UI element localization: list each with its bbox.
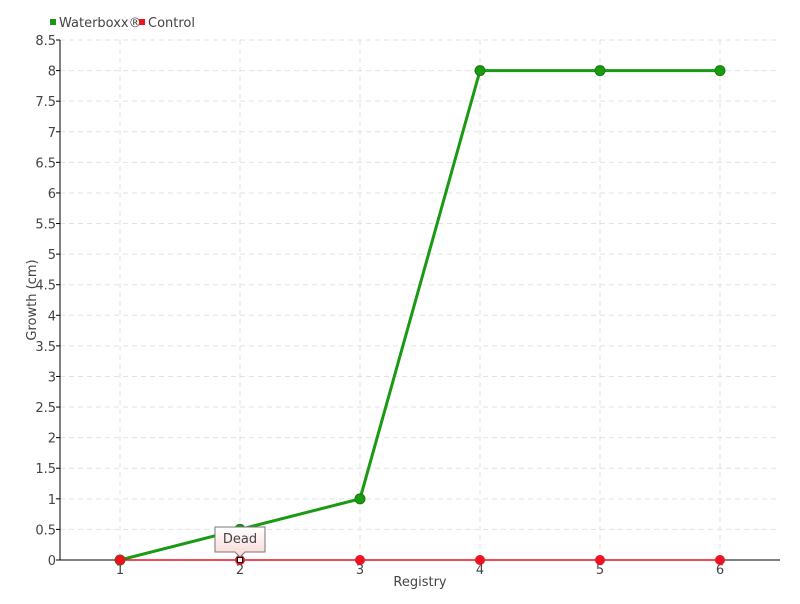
tooltip-anchor-marker (237, 557, 243, 563)
legend-label: Waterboxx® (59, 16, 142, 31)
data-point (115, 555, 125, 565)
y-tick-label: 6 (48, 187, 56, 202)
y-tick-label: 1.5 (35, 462, 56, 477)
y-axis-label: Growth (cm) (25, 259, 40, 340)
x-tick-label: 4 (476, 563, 484, 578)
x-tick-label: 1 (116, 563, 124, 578)
y-tick-label: 2 (48, 432, 56, 447)
legend-label: Control (148, 16, 195, 31)
y-tick-label: 7.5 (35, 95, 56, 110)
x-tick-label: 2 (236, 563, 244, 578)
y-tick-label: 5.5 (35, 218, 56, 233)
y-tick-label: 3.5 (35, 340, 56, 355)
legend-swatch (139, 19, 145, 25)
y-tick-label: 6.5 (35, 156, 56, 171)
data-point (594, 65, 606, 77)
grid (60, 39, 780, 560)
legend-swatch (50, 19, 56, 25)
y-tick-label: 7 (48, 126, 56, 141)
x-tick-label: 6 (716, 563, 724, 578)
tooltip-box (214, 526, 266, 558)
axes: 0 0.5 1 1.5 2 2.5 3 3.5 4 4.5 5 5.5 6 6.5 7 7.5 8 8.5 1 2 3 4… (35, 34, 780, 578)
x-tick-label: 3 (356, 563, 364, 578)
tooltip-text: Dead (223, 532, 257, 547)
y-tick-label: 8.5 (35, 34, 56, 49)
x-axis-label: Registry (393, 575, 447, 590)
y-tick-label: 8 (48, 65, 56, 80)
y-tick-label: 0 (48, 554, 56, 569)
y-tick-label: 4.5 (35, 279, 56, 294)
y-tick-label: 3 (48, 370, 56, 385)
data-point (595, 555, 605, 565)
data-point (355, 555, 365, 565)
data-point (354, 493, 366, 505)
data-point (475, 555, 485, 565)
y-tick-label: 2.5 (35, 401, 56, 416)
x-tick-label: 5 (596, 563, 604, 578)
y-tick-label: 5 (48, 248, 56, 263)
y-tick-label: 4 (48, 309, 56, 324)
data-point (474, 65, 486, 77)
legend: Waterboxx® Control (50, 16, 195, 31)
data-point (715, 555, 725, 565)
y-tick-label: 0.5 (35, 523, 56, 538)
data-point (714, 65, 726, 77)
y-tick-label: 1 (48, 493, 56, 508)
tooltip: Dead (214, 526, 266, 563)
